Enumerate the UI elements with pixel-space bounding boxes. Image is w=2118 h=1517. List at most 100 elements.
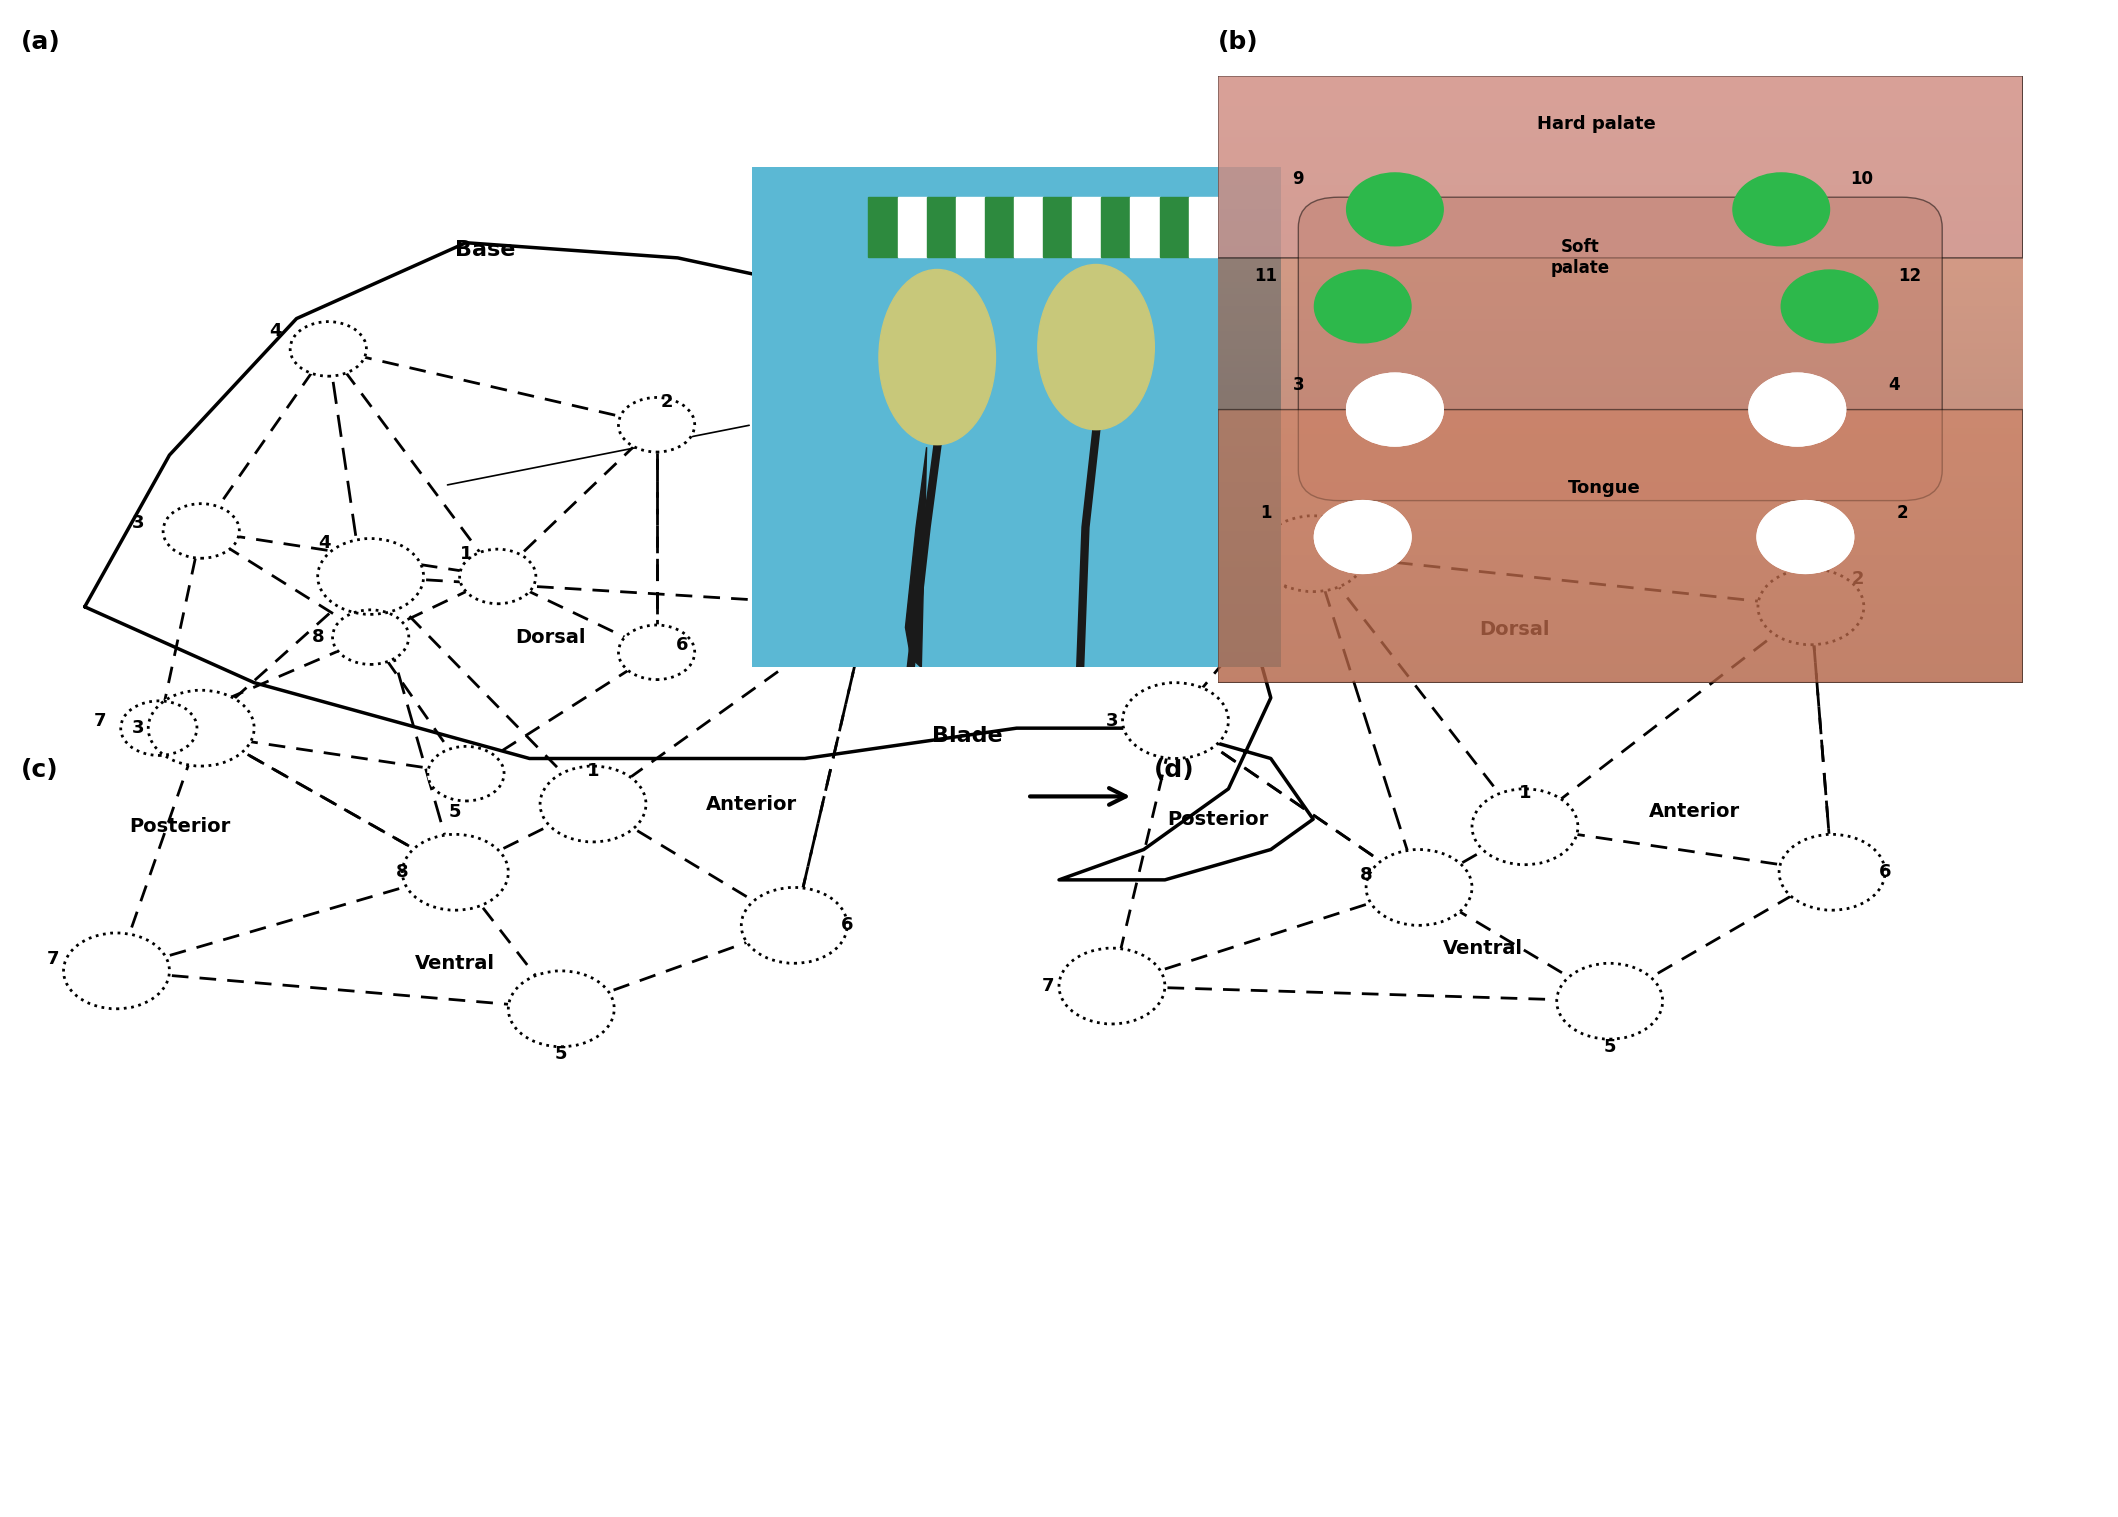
- Bar: [985, 197, 1015, 256]
- Bar: [1218, 270, 2023, 276]
- Text: 12: 12: [1898, 267, 1921, 285]
- Bar: [1218, 628, 2023, 634]
- Circle shape: [460, 549, 536, 604]
- Circle shape: [64, 933, 169, 1009]
- Text: Posterior: Posterior: [1167, 810, 1269, 828]
- Bar: [1218, 664, 2023, 671]
- Text: 8: 8: [1360, 866, 1372, 884]
- Circle shape: [1347, 373, 1442, 446]
- Bar: [1218, 94, 2023, 100]
- Text: Posterior: Posterior: [129, 818, 231, 836]
- Circle shape: [428, 746, 504, 801]
- Text: 5: 5: [1603, 1038, 1616, 1056]
- Bar: [1218, 549, 2023, 555]
- Bar: [1218, 252, 2023, 258]
- Bar: [1218, 149, 2023, 155]
- Text: 4: 4: [1887, 376, 1900, 394]
- Bar: [1218, 82, 2023, 88]
- Text: 2: 2: [1851, 570, 1864, 589]
- Bar: [1218, 404, 2023, 410]
- Bar: [1218, 288, 2023, 294]
- Bar: [1218, 416, 2023, 422]
- Bar: [1218, 640, 2023, 646]
- Circle shape: [290, 322, 366, 376]
- Text: Dorsal: Dorsal: [515, 628, 587, 646]
- Text: Ventral: Ventral: [415, 954, 496, 972]
- Bar: [1101, 197, 1131, 256]
- Bar: [1218, 671, 2023, 677]
- Bar: [1218, 379, 2023, 385]
- Bar: [1218, 476, 2023, 482]
- Text: Hard palate: Hard palate: [1538, 115, 1656, 133]
- Text: (b): (b): [1218, 30, 1258, 55]
- Bar: [1218, 482, 2023, 488]
- Text: Soft
palate: Soft palate: [1550, 238, 1610, 278]
- Bar: [1218, 391, 2023, 397]
- Bar: [1218, 610, 2023, 616]
- Text: (d): (d): [1154, 758, 1195, 783]
- Bar: [1218, 367, 2023, 373]
- Bar: [1218, 543, 2023, 549]
- Bar: [1218, 319, 2023, 325]
- Bar: [1218, 294, 2023, 300]
- Circle shape: [1781, 270, 1879, 343]
- Text: Anterior: Anterior: [1648, 802, 1741, 821]
- Bar: [1218, 495, 2023, 501]
- Circle shape: [318, 539, 424, 614]
- Circle shape: [1260, 516, 1366, 592]
- Text: (a): (a): [21, 30, 61, 55]
- Bar: [1218, 422, 2023, 428]
- Bar: [1218, 258, 2023, 264]
- Text: 7: 7: [47, 950, 59, 968]
- Bar: [1218, 173, 2023, 179]
- Bar: [1044, 197, 1072, 256]
- Text: 1: 1: [587, 762, 599, 780]
- Bar: [1218, 221, 2023, 228]
- Bar: [1218, 513, 2023, 519]
- Bar: [1218, 634, 2023, 640]
- Bar: [1218, 155, 2023, 161]
- Bar: [1218, 143, 2023, 149]
- Text: 3: 3: [1292, 376, 1305, 394]
- Bar: [1218, 118, 2023, 124]
- Text: 5: 5: [555, 1045, 568, 1063]
- Bar: [1218, 652, 2023, 658]
- Bar: [1015, 197, 1044, 256]
- Bar: [1218, 264, 2023, 270]
- Bar: [1218, 361, 2023, 367]
- Bar: [1218, 343, 2023, 349]
- Bar: [1218, 306, 2023, 313]
- Text: 4: 4: [269, 322, 282, 340]
- Text: 2: 2: [661, 393, 674, 411]
- Bar: [1218, 355, 2023, 361]
- Circle shape: [508, 971, 614, 1047]
- Circle shape: [402, 834, 508, 910]
- Text: 10: 10: [1851, 170, 1872, 188]
- Circle shape: [1779, 834, 1885, 910]
- Circle shape: [1123, 683, 1228, 758]
- Text: 3: 3: [131, 719, 144, 737]
- Circle shape: [1315, 270, 1411, 343]
- Bar: [1218, 537, 2023, 543]
- Bar: [1218, 179, 2023, 185]
- Circle shape: [1315, 501, 1411, 573]
- Bar: [1218, 519, 2023, 525]
- Bar: [1218, 452, 2023, 458]
- Bar: [1218, 561, 2023, 567]
- Bar: [1218, 470, 2023, 476]
- Bar: [1218, 488, 2023, 495]
- Bar: [1218, 203, 2023, 209]
- Bar: [1218, 373, 2023, 379]
- Bar: [1218, 215, 2023, 221]
- Bar: [1218, 161, 2023, 167]
- Circle shape: [1472, 789, 1578, 865]
- Bar: [1218, 592, 2023, 598]
- Bar: [898, 197, 926, 256]
- Text: 2: 2: [1896, 504, 1908, 522]
- Circle shape: [1749, 373, 1845, 446]
- Text: Base: Base: [455, 240, 517, 261]
- Circle shape: [1059, 948, 1165, 1024]
- Bar: [1218, 209, 2023, 215]
- Bar: [1218, 385, 2023, 391]
- Text: 3: 3: [1106, 711, 1118, 730]
